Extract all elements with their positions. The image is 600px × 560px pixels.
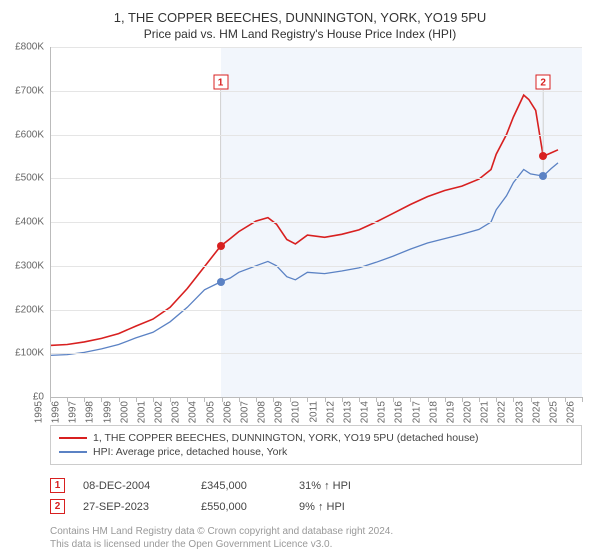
- series-price_paid: [50, 95, 558, 345]
- x-tick-label: 2018: [428, 401, 439, 423]
- y-tick-label: £300K: [15, 260, 44, 271]
- marker-dot-price: [217, 242, 225, 250]
- gridline: [50, 310, 582, 311]
- transaction-price: £550,000: [201, 501, 281, 513]
- y-tick-label: £400K: [15, 217, 44, 228]
- attribution-line: This data is licensed under the Open Gov…: [50, 538, 582, 551]
- gridline: [50, 178, 582, 179]
- transaction-date: 08-DEC-2004: [83, 480, 183, 492]
- x-tick-label: 2002: [154, 401, 165, 423]
- x-tick-label: 2007: [239, 401, 250, 423]
- x-tick-label: 2008: [256, 401, 267, 423]
- x-tick-label: 2023: [514, 401, 525, 423]
- transaction-price: £345,000: [201, 480, 281, 492]
- x-tick-label: 2012: [325, 401, 336, 423]
- y-axis: [50, 47, 51, 397]
- y-tick-label: £700K: [15, 85, 44, 96]
- chart-title: 1, THE COPPER BEECHES, DUNNINGTON, YORK,…: [14, 10, 586, 25]
- legend-label: 1, THE COPPER BEECHES, DUNNINGTON, YORK,…: [93, 432, 479, 444]
- x-tick-label: 2006: [222, 401, 233, 423]
- x-tick-label: 2021: [480, 401, 491, 423]
- transaction-table: 1 08-DEC-2004 £345,000 31% ↑ HPI 2 27-SEP-202…: [50, 475, 582, 517]
- legend: 1, THE COPPER BEECHES, DUNNINGTON, YORK,…: [50, 425, 582, 465]
- y-tick-label: £800K: [15, 42, 44, 53]
- x-tick-label: 2011: [308, 401, 319, 423]
- x-tick-label: 2010: [291, 401, 302, 423]
- legend-swatch: [59, 451, 87, 453]
- x-tick-label: 2009: [274, 401, 285, 423]
- attribution-line: Contains HM Land Registry data © Crown c…: [50, 525, 582, 538]
- marker-dot-price: [539, 152, 547, 160]
- transaction-marker-box: 1: [213, 75, 228, 90]
- transaction-marker: 2: [50, 499, 65, 514]
- x-tick-label: 2025: [548, 401, 559, 423]
- x-tick-label: 2000: [119, 401, 130, 423]
- transaction-marker-box: 2: [536, 75, 551, 90]
- gridline: [50, 135, 582, 136]
- x-tick-label: 2020: [462, 401, 473, 423]
- transaction-delta: 9% ↑ HPI: [299, 501, 379, 513]
- gridline: [50, 222, 582, 223]
- y-tick-label: £100K: [15, 348, 44, 359]
- x-tick-label: 2004: [188, 401, 199, 423]
- y-tick-label: £200K: [15, 304, 44, 315]
- x-tick-label: 2019: [445, 401, 456, 423]
- gridline: [50, 91, 582, 92]
- x-tick-label: 2014: [359, 401, 370, 423]
- x-tick-label: 2017: [411, 401, 422, 423]
- x-tick-label: 2022: [497, 401, 508, 423]
- x-tick-label: 1999: [102, 401, 113, 423]
- x-tick-label: 2026: [565, 401, 576, 423]
- transaction-row: 1 08-DEC-2004 £345,000 31% ↑ HPI: [50, 475, 582, 496]
- y-tick-label: £600K: [15, 129, 44, 140]
- transaction-delta: 31% ↑ HPI: [299, 480, 379, 492]
- x-tick-label: 2024: [531, 401, 542, 423]
- x-tick-label: 2013: [342, 401, 353, 423]
- chart-subtitle: Price paid vs. HM Land Registry's House …: [14, 27, 586, 41]
- legend-item: HPI: Average price, detached house, York: [59, 445, 573, 459]
- legend-label: HPI: Average price, detached house, York: [93, 446, 287, 458]
- transaction-date: 27-SEP-2023: [83, 501, 183, 513]
- x-tick-label: 1996: [51, 401, 62, 423]
- gridline: [50, 47, 582, 48]
- gridline: [50, 353, 582, 354]
- x-tick-label: 2015: [377, 401, 388, 423]
- x-tick-label: 2001: [136, 401, 147, 423]
- x-axis: [50, 397, 582, 398]
- x-tick-label: 2016: [394, 401, 405, 423]
- marker-dot-hpi: [539, 172, 547, 180]
- series-hpi: [50, 163, 558, 356]
- gridline: [50, 266, 582, 267]
- marker-dot-hpi: [217, 278, 225, 286]
- x-tick: [582, 397, 583, 402]
- x-tick-label: 1995: [33, 401, 44, 423]
- x-tick-label: 2005: [205, 401, 216, 423]
- attribution: Contains HM Land Registry data © Crown c…: [50, 525, 582, 551]
- legend-swatch: [59, 437, 87, 439]
- chart: £0£100K£200K£300K£400K£500K£600K£700K£80…: [50, 47, 582, 417]
- x-tick-label: 1998: [85, 401, 96, 423]
- y-tick-label: £500K: [15, 173, 44, 184]
- transaction-marker: 1: [50, 478, 65, 493]
- plot-area: £0£100K£200K£300K£400K£500K£600K£700K£80…: [50, 47, 582, 397]
- x-tick-label: 1997: [68, 401, 79, 423]
- transaction-row: 2 27-SEP-2023 £550,000 9% ↑ HPI: [50, 496, 582, 517]
- legend-item: 1, THE COPPER BEECHES, DUNNINGTON, YORK,…: [59, 431, 573, 445]
- x-tick-label: 2003: [171, 401, 182, 423]
